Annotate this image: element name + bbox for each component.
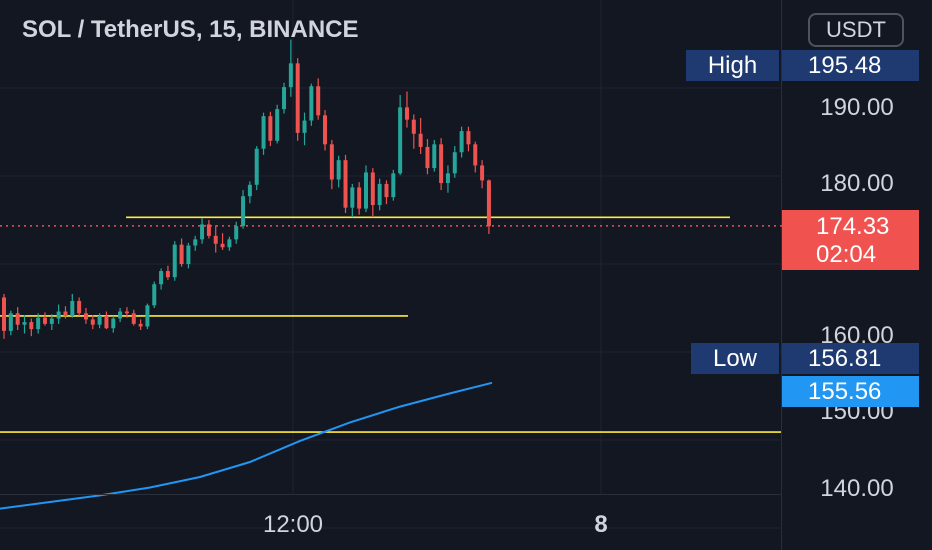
candle-body xyxy=(439,144,444,184)
candle-body xyxy=(206,224,211,236)
candle-body xyxy=(316,86,321,116)
candle-body xyxy=(179,244,184,264)
candle-body xyxy=(323,115,328,145)
last-price-tag: 174.33 02:04 xyxy=(782,210,919,270)
candle-body xyxy=(56,311,61,319)
candle-body xyxy=(254,148,259,185)
candle-body xyxy=(159,271,164,285)
candle-body xyxy=(445,173,450,184)
candle-body xyxy=(343,160,348,208)
candle-body xyxy=(398,107,403,174)
candle-body xyxy=(165,271,170,278)
candle-body xyxy=(70,300,75,316)
candle-body xyxy=(49,318,54,324)
candle-body xyxy=(77,300,82,314)
candle-body xyxy=(418,133,423,147)
candle-body xyxy=(111,318,116,329)
candle-body xyxy=(288,63,293,88)
candle-body xyxy=(2,297,6,331)
moving-average-layer xyxy=(0,381,493,510)
candle-body xyxy=(425,146,430,169)
candle-body xyxy=(220,243,225,248)
candle-body xyxy=(329,144,334,180)
candle-body xyxy=(261,116,266,149)
candle-body xyxy=(370,172,375,206)
candle-body xyxy=(8,313,13,331)
candle-body xyxy=(193,239,198,246)
bar-countdown: 02:04 xyxy=(816,241,877,268)
candle-body xyxy=(124,311,129,314)
moving-average-value-tag: 155.56 xyxy=(782,376,919,407)
candle-body xyxy=(104,315,109,329)
candle-body xyxy=(42,317,47,324)
candle-body xyxy=(186,245,191,264)
candle-body xyxy=(268,116,273,141)
candle-body xyxy=(63,311,68,316)
candle-body xyxy=(480,165,485,181)
low-label-tag: Low xyxy=(691,343,779,374)
candle-body xyxy=(302,120,307,133)
candle-body xyxy=(336,160,341,180)
candle-body xyxy=(404,107,409,120)
candle-body xyxy=(22,322,27,325)
low-value-tag: 156.81 xyxy=(782,343,919,374)
currency-button[interactable]: USDT xyxy=(808,13,904,47)
candle-body xyxy=(247,184,252,197)
candlestick-series xyxy=(2,39,491,339)
moving-average-line xyxy=(0,381,493,510)
candle-body xyxy=(391,173,396,198)
chart-grid xyxy=(0,0,782,529)
candle-body xyxy=(241,196,246,227)
candle-body xyxy=(384,183,389,198)
candle-body xyxy=(282,87,287,110)
candle-body xyxy=(377,183,382,206)
candle-body xyxy=(275,109,280,141)
candle-body xyxy=(363,172,368,209)
candle-body xyxy=(145,305,150,327)
candle-body xyxy=(83,313,88,320)
price-tick: 180.00 xyxy=(820,170,893,197)
high-value-tag: 195.48 xyxy=(782,50,919,81)
candle-body xyxy=(118,311,123,319)
candle-body xyxy=(432,144,437,169)
last-price-value: 174.33 xyxy=(816,213,890,240)
symbol-title[interactable]: SOL / TetherUS, 15, BINANCE xyxy=(22,16,359,43)
candle-body xyxy=(234,226,239,240)
candle-body xyxy=(227,239,232,248)
candle-body xyxy=(152,284,157,306)
candle-body xyxy=(36,317,41,330)
candle-body xyxy=(213,235,218,244)
high-label-tag: High xyxy=(686,50,779,81)
candle-body xyxy=(411,119,416,134)
candle-body xyxy=(90,319,95,325)
candle-body xyxy=(131,313,136,324)
candle-body xyxy=(138,323,143,327)
candle-body xyxy=(172,244,177,278)
candle-body xyxy=(295,63,300,133)
candle-body xyxy=(350,187,355,208)
price-tick: 140.00 xyxy=(820,475,893,502)
horizontal-levels xyxy=(0,216,782,433)
candle-body xyxy=(97,315,102,325)
candle-body xyxy=(357,187,362,209)
time-tick: 12:00 xyxy=(263,511,323,538)
candle-body xyxy=(459,131,464,153)
candle-body xyxy=(473,144,478,166)
price-tick: 190.00 xyxy=(820,94,893,121)
candle-body xyxy=(466,131,471,145)
candle-body xyxy=(309,86,314,121)
candle-body xyxy=(486,180,491,227)
candle-body xyxy=(452,152,457,174)
candle-body xyxy=(15,313,20,325)
time-tick: 8 xyxy=(594,511,607,538)
candle-body xyxy=(200,224,205,240)
candle-body xyxy=(29,322,34,330)
